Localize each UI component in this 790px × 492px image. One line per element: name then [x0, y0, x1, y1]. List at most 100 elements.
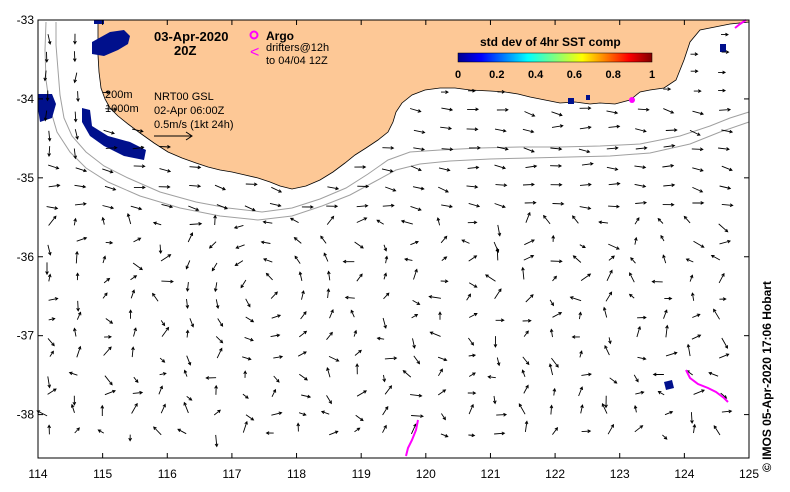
current-vector — [189, 184, 202, 188]
current-vector — [719, 185, 732, 190]
current-vector — [47, 376, 52, 389]
current-vector — [468, 433, 476, 438]
current-vector — [441, 204, 453, 209]
current-vector — [413, 129, 426, 134]
current-vector — [47, 338, 55, 347]
current-vector — [690, 52, 699, 56]
current-vector — [662, 202, 675, 207]
current-vector — [550, 259, 563, 264]
current-vector — [73, 217, 77, 226]
current-vector — [606, 146, 619, 150]
current-vector — [161, 326, 170, 337]
current-vector — [185, 329, 190, 338]
current-vector — [635, 128, 647, 133]
current-vector — [572, 215, 579, 224]
current-vector — [487, 375, 496, 379]
current-vector — [548, 363, 554, 376]
current-vector — [549, 404, 554, 415]
current-vector — [467, 107, 480, 112]
current-vector — [158, 145, 171, 149]
current-vector — [525, 164, 538, 169]
current-vector — [410, 165, 422, 172]
current-vector — [326, 215, 335, 225]
current-vector — [213, 282, 218, 293]
current-vector — [44, 51, 49, 63]
current-vector — [660, 234, 665, 242]
sst-patch — [82, 108, 146, 160]
current-vector — [102, 90, 111, 95]
current-vector — [73, 33, 77, 45]
current-vector — [718, 272, 725, 284]
current-vector — [383, 292, 390, 300]
current-vector — [468, 313, 478, 318]
current-vector — [128, 434, 132, 442]
current-vector — [549, 299, 555, 307]
current-vector — [356, 390, 368, 397]
current-vector — [579, 350, 583, 358]
current-vector — [412, 186, 425, 191]
current-vector — [382, 406, 389, 416]
drifter-track — [405, 419, 419, 457]
current-vector — [495, 247, 500, 261]
current-vector — [350, 309, 355, 318]
current-vector — [468, 372, 476, 377]
current-vector — [601, 402, 608, 414]
current-vector — [438, 186, 449, 193]
current-vector — [522, 356, 530, 366]
current-vector — [271, 411, 283, 416]
current-vector — [663, 144, 676, 148]
current-vector — [383, 272, 388, 280]
current-vector — [651, 279, 663, 284]
current-vector — [633, 404, 638, 413]
current-vector — [45, 262, 49, 276]
current-vector — [103, 129, 116, 135]
current-vector — [354, 349, 362, 356]
current-vector — [245, 316, 255, 323]
current-vector — [104, 185, 117, 191]
depth-200-label: 200m — [105, 89, 133, 101]
current-vector — [329, 430, 339, 436]
current-vector — [301, 205, 314, 209]
current-vector — [353, 329, 358, 337]
current-vector — [412, 300, 421, 305]
x-tick-label: 123 — [610, 467, 630, 481]
current-vector — [598, 220, 609, 225]
current-vector — [497, 146, 509, 151]
current-vector — [467, 165, 480, 170]
current-vector — [382, 146, 395, 150]
current-vector — [608, 204, 620, 209]
current-vector — [721, 129, 734, 134]
current-vector — [637, 315, 647, 320]
sst-patch — [720, 44, 726, 52]
current-vector — [104, 389, 116, 396]
current-vector — [522, 318, 532, 323]
current-vector — [721, 337, 728, 349]
current-vector — [320, 410, 330, 415]
current-vector — [437, 389, 447, 396]
current-vector — [496, 357, 501, 367]
current-vector — [133, 327, 137, 337]
current-vector — [683, 215, 691, 224]
colorbar-tick-label: 0.2 — [489, 69, 504, 81]
current-vector — [75, 272, 80, 281]
current-vector — [525, 294, 534, 303]
current-vector — [721, 50, 730, 54]
current-vector — [441, 107, 454, 112]
current-vector — [637, 356, 647, 361]
current-vector — [524, 239, 535, 246]
plot-frame — [37, 19, 750, 459]
current-vector — [385, 186, 397, 192]
current-vector — [45, 90, 50, 102]
current-vector — [158, 185, 171, 189]
current-vector — [496, 108, 509, 112]
current-vector — [211, 262, 218, 272]
current-vector — [440, 433, 449, 438]
current-vector — [436, 217, 441, 226]
current-vector — [235, 244, 245, 249]
current-vector — [608, 181, 621, 186]
current-vector — [74, 129, 79, 140]
colorbar-tick-label: 0 — [455, 69, 461, 81]
current-vector — [524, 111, 536, 117]
x-tick-label: 120 — [416, 467, 436, 481]
credit-text: © IMOS 05-Apr-2020 17:06 Hobart — [760, 281, 774, 472]
